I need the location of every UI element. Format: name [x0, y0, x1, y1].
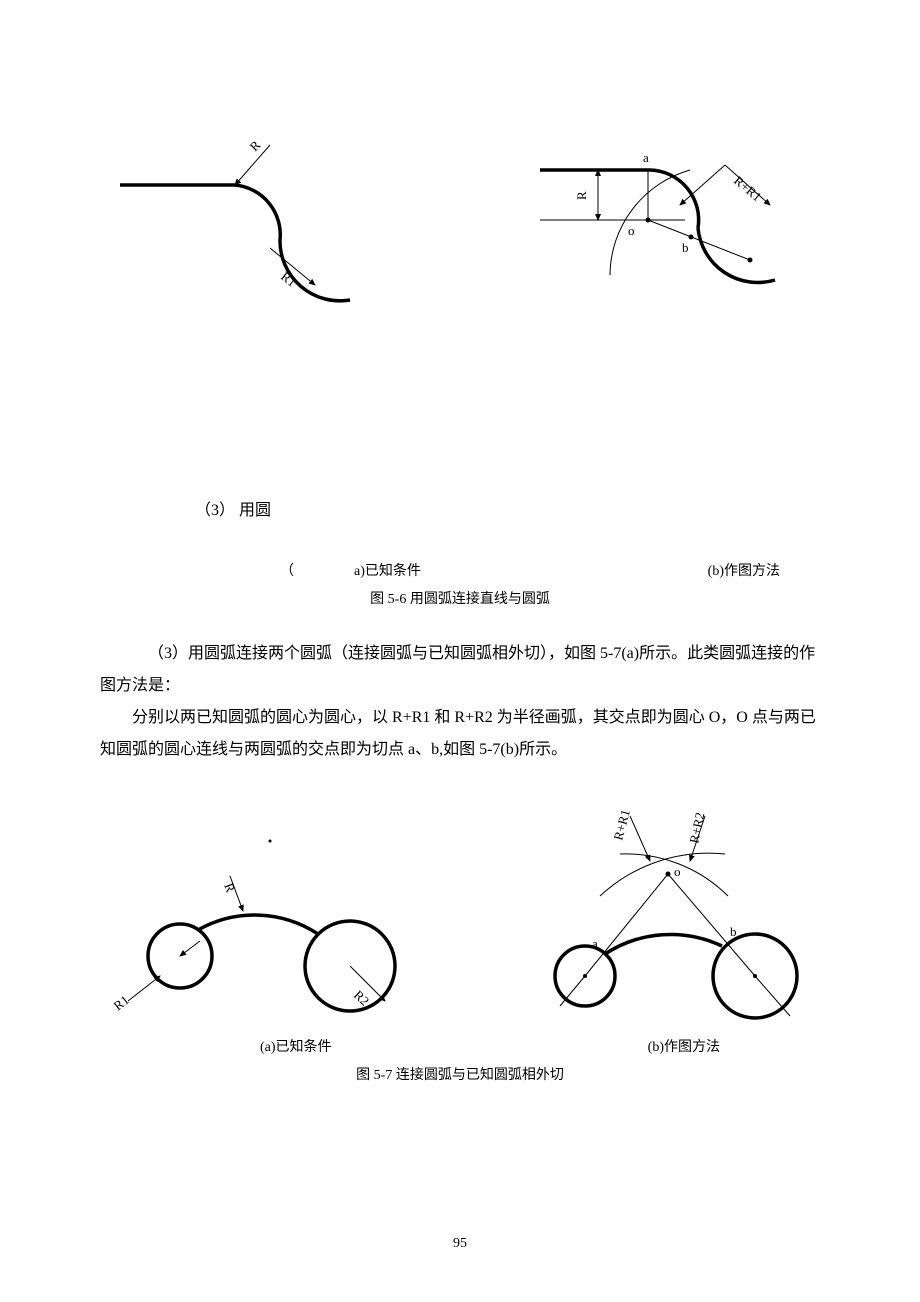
- paren-open: （: [280, 564, 294, 579]
- figure-5-6-caption: 图 5-6 用圆弧连接直线与圆弧: [100, 588, 820, 608]
- figure-5-7-b: o a b R+R1 R+R2: [520, 806, 820, 1026]
- body-p1: （3）用圆弧连接两个圆弧（连接圆弧与已知圆弧相外切），如图 5-7(a)所示。此…: [100, 638, 820, 702]
- label-r1-2: R1: [111, 992, 132, 1013]
- fig-5-7-a-cap: (a)已知条件: [260, 1036, 332, 1056]
- body-p2: 分别以两已知圆弧的圆心为圆心，以 R+R1 和 R+R2 为半径画弧，其交点即为…: [100, 702, 820, 766]
- figure-5-6-b: o a b R R+R1: [520, 130, 820, 350]
- figure-5-6-a: R R1: [100, 130, 380, 350]
- label-rr1-2: R+R1: [610, 808, 633, 842]
- figure-5-7-sub-captions: (a)已知条件 (b)作图方法: [100, 1036, 820, 1056]
- fig-5-6-a-cap: a)已知条件: [354, 564, 421, 579]
- label-a: a: [643, 150, 649, 165]
- figure-5-6-row: R R1: [100, 130, 820, 350]
- body-text: （3）用圆弧连接两个圆弧（连接圆弧与已知圆弧相外切），如图 5-7(a)所示。此…: [100, 638, 820, 766]
- item-3-label: （3） 用圆: [195, 496, 271, 520]
- label-r-b: R: [574, 191, 589, 200]
- label-o-2: o: [674, 864, 681, 879]
- fig-5-7-b-cap: (b)作图方法: [648, 1036, 720, 1056]
- fig-5-6-b-cap: (b)作图方法: [708, 560, 780, 580]
- label-b-2: b: [730, 924, 737, 939]
- figure-5-7-a: R R1 R2: [100, 806, 420, 1026]
- label-r: R: [247, 137, 264, 154]
- figure-5-7-row: R R1 R2: [100, 806, 820, 1026]
- figure-5-7-caption: 图 5-7 连接圆弧与已知圆弧相外切: [100, 1064, 820, 1084]
- label-rr1: R+R1: [731, 173, 765, 205]
- page-content: R R1: [0, 0, 920, 1302]
- label-a-2: a: [592, 936, 598, 951]
- label-o: o: [628, 223, 635, 238]
- page-number: 95: [453, 1236, 467, 1252]
- label-b: b: [682, 240, 689, 255]
- label-r1: R1: [278, 269, 299, 290]
- figure-5-6-sub-captions: （ a)已知条件 (b)作图方法: [100, 560, 820, 580]
- label-rr2-2: R+R2: [686, 811, 707, 845]
